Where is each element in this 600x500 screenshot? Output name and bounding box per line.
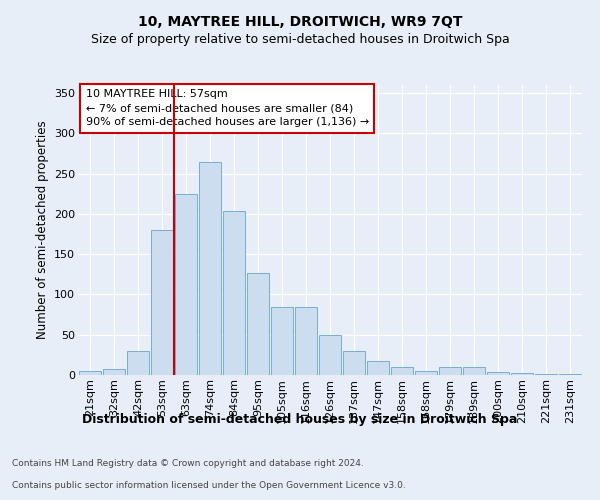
Bar <box>511 372 533 375</box>
Text: 10 MAYTREE HILL: 57sqm
← 7% of semi-detached houses are smaller (84)
90% of semi: 10 MAYTREE HILL: 57sqm ← 7% of semi-deta… <box>86 90 369 128</box>
Text: 10, MAYTREE HILL, DROITWICH, WR9 7QT: 10, MAYTREE HILL, DROITWICH, WR9 7QT <box>138 15 462 29</box>
Text: Contains HM Land Registry data © Crown copyright and database right 2024.: Contains HM Land Registry data © Crown c… <box>12 458 364 468</box>
Bar <box>199 162 221 375</box>
Bar <box>559 374 581 375</box>
Bar <box>175 194 197 375</box>
Bar <box>391 367 413 375</box>
Bar <box>319 334 341 375</box>
Text: Distribution of semi-detached houses by size in Droitwich Spa: Distribution of semi-detached houses by … <box>82 412 518 426</box>
Bar <box>103 368 125 375</box>
Bar <box>487 372 509 375</box>
Bar <box>535 374 557 375</box>
Bar <box>151 230 173 375</box>
Bar <box>415 371 437 375</box>
Bar <box>343 351 365 375</box>
Bar <box>79 371 101 375</box>
Bar <box>127 351 149 375</box>
Bar <box>223 210 245 375</box>
Y-axis label: Number of semi-detached properties: Number of semi-detached properties <box>35 120 49 340</box>
Bar <box>295 306 317 375</box>
Bar <box>463 367 485 375</box>
Text: Size of property relative to semi-detached houses in Droitwich Spa: Size of property relative to semi-detach… <box>91 32 509 46</box>
Bar <box>439 367 461 375</box>
Text: Contains public sector information licensed under the Open Government Licence v3: Contains public sector information licen… <box>12 481 406 490</box>
Bar <box>367 360 389 375</box>
Bar <box>247 272 269 375</box>
Bar <box>271 306 293 375</box>
